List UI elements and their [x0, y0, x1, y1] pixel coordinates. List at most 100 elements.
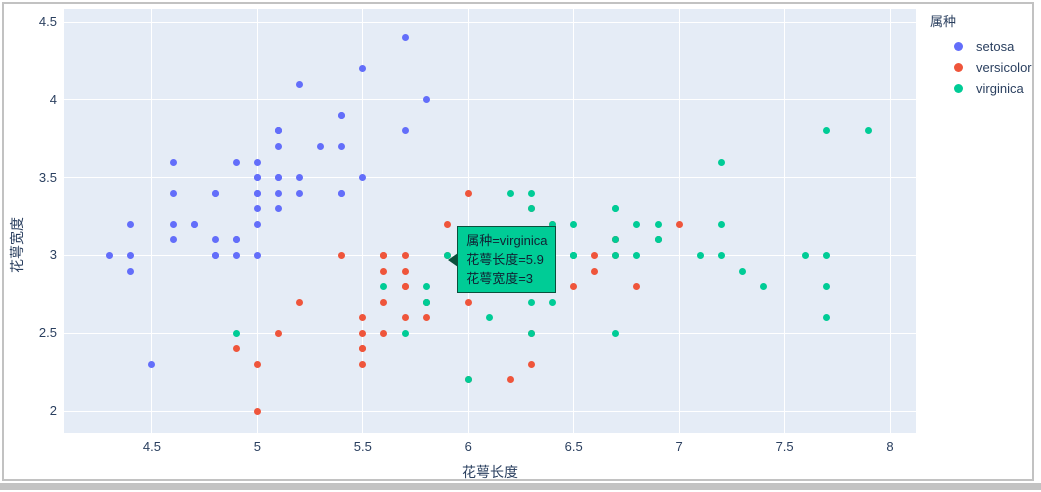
data-point-setosa[interactable] [232, 158, 240, 166]
data-point-setosa[interactable] [232, 251, 240, 259]
data-point-setosa[interactable] [211, 189, 219, 197]
data-point-versicolor[interactable] [401, 314, 409, 322]
data-point-virginica[interactable] [823, 283, 831, 291]
data-point-setosa[interactable] [253, 189, 261, 197]
data-point-virginica[interactable] [528, 329, 536, 337]
data-point-setosa[interactable] [422, 96, 430, 104]
data-point-versicolor[interactable] [359, 314, 367, 322]
data-point-versicolor[interactable] [253, 407, 261, 415]
data-point-setosa[interactable] [296, 174, 304, 182]
data-point-setosa[interactable] [169, 236, 177, 244]
data-point-setosa[interactable] [274, 205, 282, 213]
data-point-virginica[interactable] [823, 127, 831, 135]
data-point-setosa[interactable] [169, 220, 177, 228]
data-point-setosa[interactable] [274, 189, 282, 197]
data-point-setosa[interactable] [232, 236, 240, 244]
data-point-setosa[interactable] [296, 80, 304, 88]
data-point-setosa[interactable] [401, 127, 409, 135]
data-point-virginica[interactable] [612, 329, 620, 337]
data-point-setosa[interactable] [253, 251, 261, 259]
data-point-virginica[interactable] [528, 189, 536, 197]
data-point-versicolor[interactable] [464, 298, 472, 306]
data-point-versicolor[interactable] [232, 345, 240, 353]
legend-item-setosa[interactable]: setosa [928, 36, 1032, 57]
horizontal-scrollbar[interactable] [0, 483, 1041, 490]
data-point-versicolor[interactable] [380, 298, 388, 306]
data-point-virginica[interactable] [654, 220, 662, 228]
data-point-virginica[interactable] [823, 314, 831, 322]
data-point-versicolor[interactable] [633, 283, 641, 291]
data-point-virginica[interactable] [528, 205, 536, 213]
data-point-setosa[interactable] [338, 111, 346, 119]
data-point-virginica[interactable] [528, 298, 536, 306]
data-point-virginica[interactable] [717, 220, 725, 228]
data-point-versicolor[interactable] [401, 251, 409, 259]
data-point-setosa[interactable] [274, 143, 282, 151]
data-point-setosa[interactable] [253, 220, 261, 228]
data-point-versicolor[interactable] [359, 345, 367, 353]
data-point-virginica[interactable] [549, 220, 557, 228]
legend-item-versicolor[interactable]: versicolor [928, 57, 1032, 78]
data-point-versicolor[interactable] [528, 360, 536, 368]
data-point-setosa[interactable] [127, 251, 135, 259]
data-point-versicolor[interactable] [464, 189, 472, 197]
data-point-virginica[interactable] [633, 251, 641, 259]
data-point-setosa[interactable] [148, 360, 156, 368]
data-point-setosa[interactable] [359, 174, 367, 182]
data-point-virginica[interactable] [760, 283, 768, 291]
data-point-virginica[interactable] [401, 329, 409, 337]
data-point-virginica[interactable] [802, 251, 810, 259]
data-point-virginica[interactable] [570, 251, 578, 259]
data-point-virginica[interactable] [612, 205, 620, 213]
data-point-virginica[interactable] [654, 236, 662, 244]
data-point-virginica[interactable] [823, 251, 831, 259]
data-point-virginica[interactable] [380, 283, 388, 291]
data-point-setosa[interactable] [127, 267, 135, 275]
data-point-virginica[interactable] [612, 251, 620, 259]
data-point-setosa[interactable] [169, 158, 177, 166]
data-point-versicolor[interactable] [401, 283, 409, 291]
data-point-virginica[interactable] [738, 267, 746, 275]
data-point-versicolor[interactable] [591, 251, 599, 259]
data-point-versicolor[interactable] [380, 329, 388, 337]
data-point-setosa[interactable] [338, 143, 346, 151]
data-point-virginica[interactable] [696, 251, 704, 259]
data-point-virginica[interactable] [612, 236, 620, 244]
data-point-virginica[interactable] [232, 329, 240, 337]
data-point-versicolor[interactable] [675, 220, 683, 228]
data-point-virginica[interactable] [485, 314, 493, 322]
data-point-virginica[interactable] [422, 298, 430, 306]
data-point-versicolor[interactable] [359, 360, 367, 368]
data-point-virginica[interactable] [443, 251, 451, 259]
data-point-setosa[interactable] [169, 189, 177, 197]
data-point-setosa[interactable] [274, 127, 282, 135]
data-point-setosa[interactable] [401, 34, 409, 42]
data-point-virginica[interactable] [464, 376, 472, 384]
data-point-versicolor[interactable] [570, 283, 578, 291]
data-point-setosa[interactable] [317, 143, 325, 151]
data-point-setosa[interactable] [190, 220, 198, 228]
data-point-virginica[interactable] [717, 158, 725, 166]
data-point-virginica[interactable] [506, 189, 514, 197]
data-point-virginica[interactable] [549, 298, 557, 306]
data-point-setosa[interactable] [338, 189, 346, 197]
data-point-versicolor[interactable] [359, 329, 367, 337]
data-point-setosa[interactable] [253, 205, 261, 213]
data-point-setosa[interactable] [253, 158, 261, 166]
data-point-virginica[interactable] [570, 220, 578, 228]
data-point-versicolor[interactable] [401, 267, 409, 275]
data-point-setosa[interactable] [274, 174, 282, 182]
data-point-versicolor[interactable] [274, 329, 282, 337]
data-point-setosa[interactable] [359, 65, 367, 73]
data-point-versicolor[interactable] [506, 376, 514, 384]
data-point-setosa[interactable] [127, 220, 135, 228]
data-point-virginica[interactable] [422, 283, 430, 291]
data-point-versicolor[interactable] [253, 360, 261, 368]
data-point-setosa[interactable] [296, 189, 304, 197]
data-point-versicolor[interactable] [591, 267, 599, 275]
data-point-versicolor[interactable] [380, 251, 388, 259]
data-point-virginica[interactable] [633, 220, 641, 228]
data-point-versicolor[interactable] [422, 314, 430, 322]
data-point-setosa[interactable] [211, 251, 219, 259]
data-point-setosa[interactable] [211, 236, 219, 244]
